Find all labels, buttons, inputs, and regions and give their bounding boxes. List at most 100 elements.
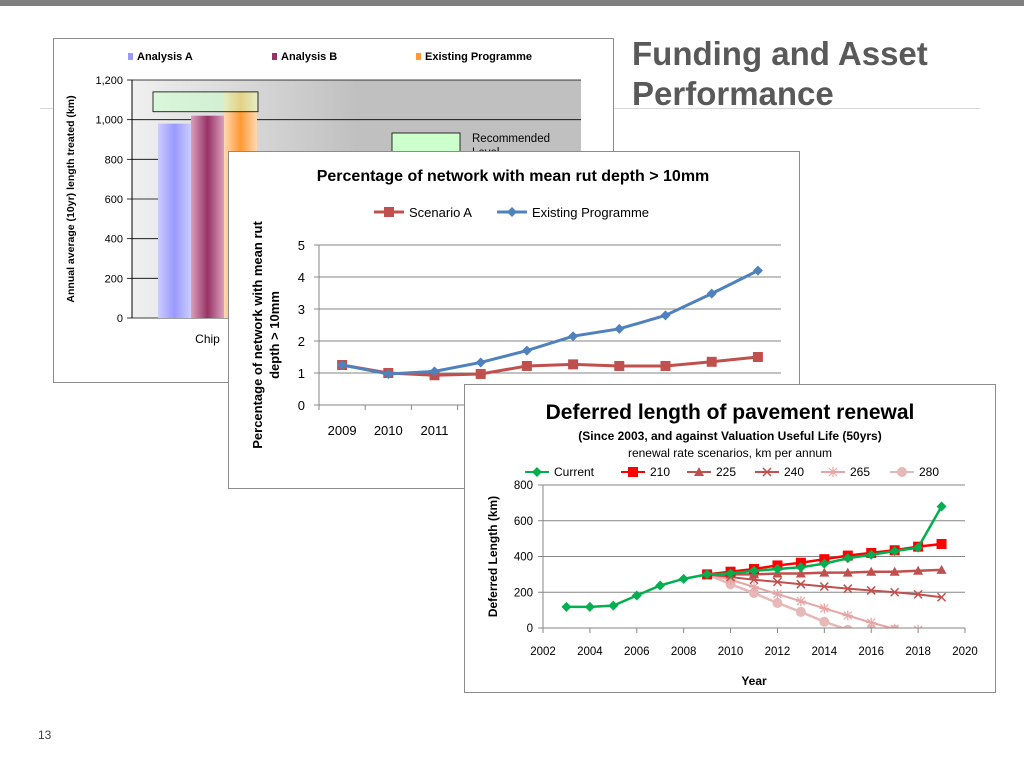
data-point [843,624,853,628]
bar [191,115,224,318]
legend-marker [628,467,638,477]
data-point [913,542,924,553]
y-tick-label: 2 [298,334,305,349]
bar [158,123,191,318]
data-point [749,565,759,576]
data-point [842,567,853,577]
data-point [772,564,783,575]
data-point [866,566,877,576]
line-chart-svg: Percentage of network with mean rut dept… [250,168,782,449]
data-point [772,597,783,608]
chart-deferred-length: Deferred length of pavement renewal (Sinc… [464,384,996,693]
data-point [614,360,625,371]
data-point [819,603,830,614]
data-point [568,359,579,370]
legend-swatch [128,53,133,60]
x-tick-label: 2004 [577,646,603,658]
x-tick-label: 2010 [718,646,744,658]
data-point [913,589,923,599]
legend-marker [532,467,542,477]
data-point [631,590,642,601]
data-point [475,357,486,368]
data-point [842,553,853,564]
x-tick-label: 2020 [952,646,978,658]
legend-marker [694,467,704,476]
data-point [337,360,348,370]
data-point [561,601,572,612]
data-point [819,581,829,592]
recommended-level-box [152,91,259,113]
y-tick-label: 3 [298,302,305,317]
data-point [752,352,763,362]
data-point [889,566,900,576]
x-tick-label: 2012 [765,646,791,658]
legend-label: Analysis B [281,51,337,63]
legend-label: 280 [919,465,939,479]
data-point [772,577,782,587]
data-point [749,588,759,599]
data-point [678,573,689,584]
series-line [341,269,759,376]
legend-label: 225 [716,465,736,479]
chart-title: Percentage of network with mean rut dept… [317,168,710,185]
x-tick-label: 2010 [374,423,403,438]
series-line [706,573,898,628]
data-point [936,501,947,512]
plot-series-group [561,501,947,628]
y-tick-label: 800 [105,154,123,166]
data-point [795,568,806,578]
data-point [796,579,806,589]
data-point [866,617,877,628]
y-axis-label-line1: Percentage of network with mean rut [250,221,265,449]
y-tick-label: 200 [105,273,123,285]
data-point [913,565,924,575]
data-point [866,585,876,595]
legend-label: Existing Programme [532,205,649,220]
x-tick-label: 2002 [530,646,556,658]
data-point [584,601,595,612]
x-category-label: Chip [195,332,220,346]
data-point [866,549,877,560]
data-point [521,360,532,371]
legend-label: 265 [850,465,870,479]
data-point [889,546,900,557]
data-point [429,366,440,377]
y-tick-label: 4 [298,270,305,285]
y-tick-label: 1 [298,366,305,381]
data-point [655,580,666,591]
data-point [475,368,486,379]
data-point [660,360,671,371]
legend-marker [384,207,394,217]
y-tick-label: 0 [117,313,123,325]
legend-label: Analysis A [137,51,193,63]
chart-subtitle: (Since 2003, and against Valuation Usefu… [578,429,881,443]
deferred-chart-svg: Deferred length of pavement renewal (Sinc… [486,401,978,688]
chart-title: Deferred length of pavement renewal [546,401,915,424]
legend-label: 240 [784,465,804,479]
data-point [795,596,806,607]
y-axis-label-line2: depth > 10mm [267,291,282,379]
y-axis-label: Deferred Length (km) [486,496,500,617]
x-tick-label: 2011 [421,423,449,438]
legend-swatch [272,53,277,60]
data-point [936,564,947,574]
chart-subtitle-2: renewal rate scenarios, km per annum [628,446,832,460]
y-axis-label: Annual average (10yr) length treated (km… [65,95,77,302]
data-point [842,610,853,621]
legend-label: Scenario A [409,205,472,220]
data-point [819,616,830,627]
data-point [843,584,853,594]
y-tick-label: 400 [105,234,123,246]
legend-marker [828,467,838,477]
y-tick-label: 400 [514,552,533,564]
legend-label: Current [554,465,595,479]
data-point [725,574,736,585]
legend-marker [507,207,517,217]
data-point [608,600,619,611]
data-point [890,623,900,628]
y-tick-label: 5 [298,238,305,253]
data-point [706,356,717,367]
x-tick-label: 2016 [858,646,884,658]
data-point [383,368,394,379]
data-point [568,331,579,342]
